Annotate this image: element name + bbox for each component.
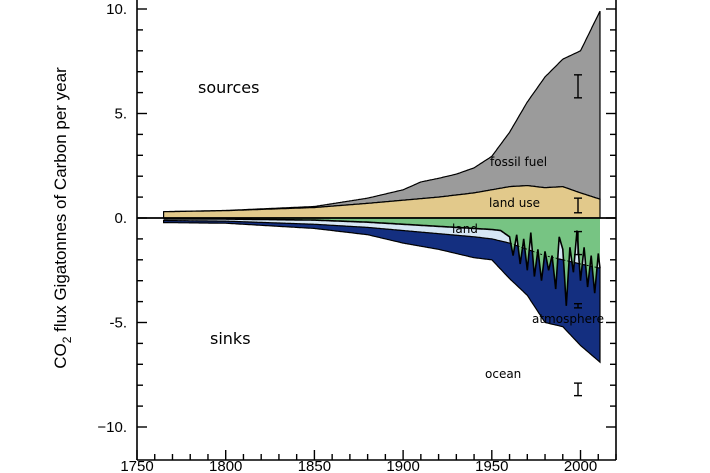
label-atmosphere: atmosphere: [532, 312, 604, 326]
land-series-group: [163, 218, 601, 306]
y-axis-label-sub: 2: [60, 336, 74, 343]
annotation-sources: sources: [198, 78, 259, 97]
label-land: land: [452, 222, 478, 236]
area-fossil-fuel: [163, 10, 601, 213]
y-tick-label: 0.: [114, 210, 127, 227]
x-tick-label: 1950: [475, 458, 508, 473]
y-tick-label: -5.: [109, 315, 127, 332]
y-axis-label: CO2 flux Gigatonnes of Carbon per year: [51, 67, 74, 369]
y-tick-label: −10.: [97, 419, 127, 436]
x-tick-label: 2000: [564, 458, 597, 473]
x-tick-label: 1800: [209, 458, 242, 473]
x-tick-label: 1750: [120, 458, 153, 473]
annotation-sinks: sinks: [210, 329, 251, 348]
line-land-sink: [163, 218, 601, 306]
y-axis-label-rest: flux Gigatonnes of Carbon per year: [51, 67, 70, 337]
axes: 10. 5. 0. -5. −10. 1750 1800 1850 1900 1950 2000: [97, 0, 617, 473]
y-tick-label: 10.: [106, 1, 127, 18]
label-land-use: land use: [489, 196, 540, 210]
stacked-areas: [163, 10, 601, 364]
x-tick-label: 1900: [386, 458, 419, 473]
label-fossil-fuel: fossil fuel: [490, 155, 547, 169]
label-ocean: ocean: [485, 367, 521, 381]
area-ocean: [163, 219, 601, 364]
error-bars: [574, 74, 582, 397]
x-tick-label: 1850: [298, 458, 331, 473]
line-ocean-dotted: [163, 220, 601, 269]
y-axis-label-co: CO: [51, 343, 70, 369]
y-tick-label: 5.: [114, 106, 127, 123]
area-land: [163, 218, 600, 306]
